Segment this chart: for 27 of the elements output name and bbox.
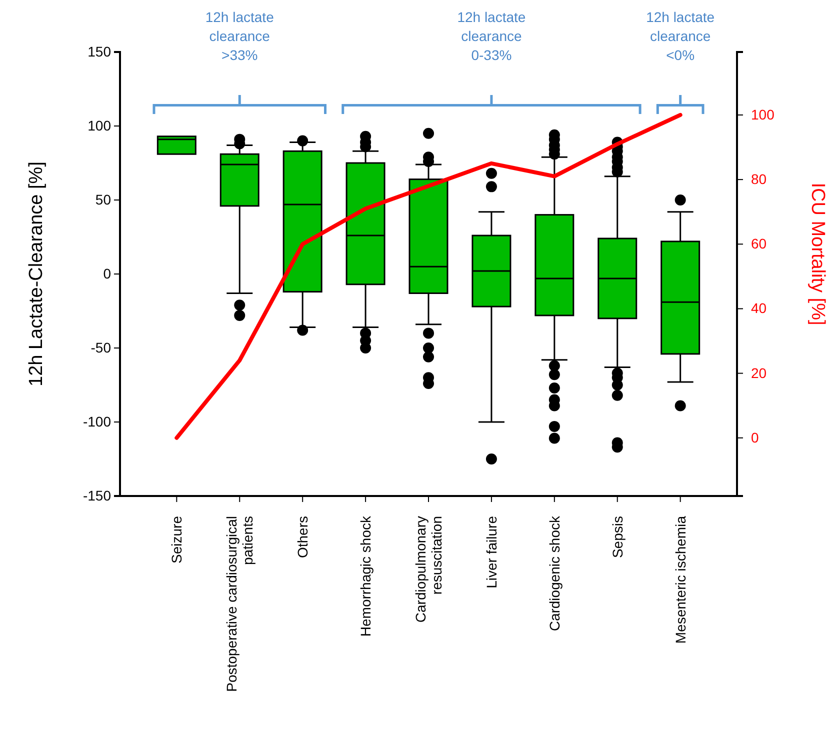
y-axis-title: 12h Lactate-Clearance [%] bbox=[26, 162, 47, 386]
annotation: 12h lactate clearance <0% bbox=[646, 9, 715, 63]
x-tick-label: Liver failure bbox=[483, 516, 500, 588]
y2-tick-label: 40 bbox=[751, 300, 767, 316]
y-tick-label: 150 bbox=[88, 43, 112, 60]
y2-axis-title: ICU Mortality [%] bbox=[807, 182, 828, 326]
x-tick-label: Postoperative cardiosurgical patients bbox=[224, 516, 256, 692]
x-tick-label: Mesenteric ischemia bbox=[672, 516, 688, 644]
x-tick-label: Sepsis bbox=[609, 516, 626, 558]
x-tick-label: Cardiopulmonary resuscitation bbox=[412, 516, 444, 623]
y2-tick-label: 80 bbox=[751, 171, 767, 188]
x-tick-label: Cardiogenic shock bbox=[546, 515, 562, 632]
y-tick-label: -50 bbox=[90, 339, 112, 356]
y2-tick-label: 20 bbox=[751, 364, 767, 381]
annotation: 12h lactate clearance 0-33% bbox=[457, 9, 526, 63]
y-tick-label: 100 bbox=[88, 117, 112, 134]
x-tick-label: Others bbox=[294, 516, 311, 558]
x-tick-label: Seizure bbox=[168, 516, 185, 564]
y2-tick-label: 0 bbox=[751, 429, 759, 446]
y2-tick-label: 100 bbox=[751, 106, 775, 122]
y-tick-label: -100 bbox=[82, 413, 112, 430]
annotation: 12h lactate clearance >33% bbox=[205, 9, 274, 63]
y-tick-label: 50 bbox=[95, 191, 112, 208]
y-tick-label: 0 bbox=[103, 265, 112, 282]
y-tick-label: -150 bbox=[82, 487, 112, 504]
y2-tick-label: 60 bbox=[751, 236, 767, 252]
x-tick-label: Hemorrhagic shock bbox=[358, 515, 374, 637]
